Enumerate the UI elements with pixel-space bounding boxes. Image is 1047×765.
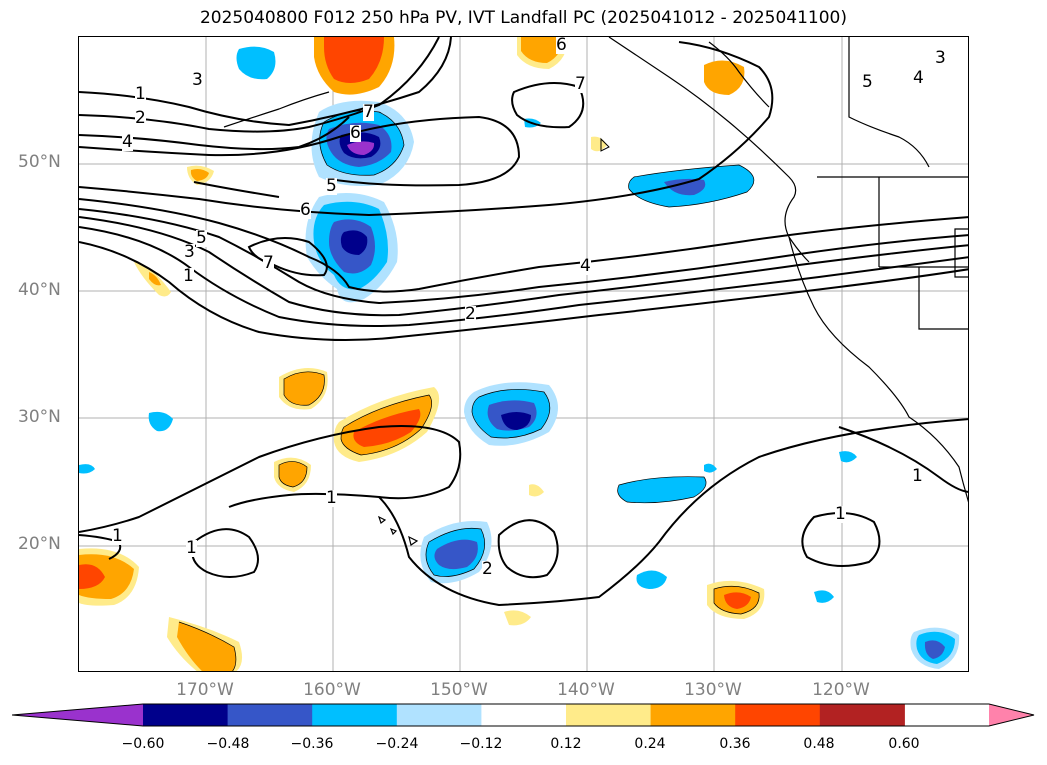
- contour-label: 2: [465, 304, 476, 324]
- contour-label: 7: [263, 253, 274, 273]
- contour-label: 6: [556, 35, 567, 55]
- map-plot: [79, 37, 968, 671]
- colorbar: [12, 703, 1035, 727]
- contour-label: 2: [135, 108, 146, 128]
- lat-label-20n: 20°N: [18, 534, 61, 554]
- contour-label: 1: [183, 266, 194, 286]
- lon-label-160w: 160°W: [303, 680, 361, 700]
- lon-label-140w: 140°W: [557, 680, 615, 700]
- colorbar-extend-low: [12, 704, 143, 726]
- colorbar-tick: 0.24: [634, 736, 666, 752]
- lat-label-40n: 40°N: [18, 280, 61, 300]
- contour-label: 5: [196, 228, 207, 248]
- contour-label: 3: [192, 70, 203, 90]
- colorbar-tick: −0.12: [459, 736, 503, 752]
- contour-label: 1: [186, 538, 197, 558]
- colorbar-segment: [819, 704, 905, 726]
- colorbar-segment: [481, 704, 567, 726]
- contour-label: 5: [862, 72, 873, 92]
- colorbar-segment: [566, 704, 652, 726]
- colorbar-extend-high: [989, 704, 1034, 726]
- colorbar-segment: [227, 704, 313, 726]
- colorbar-tick: 0.12: [550, 736, 582, 752]
- contour-label: 7: [363, 102, 374, 122]
- ivt-contours: [79, 37, 968, 607]
- pv-positive-shading: [79, 37, 765, 671]
- contour-label: 3: [935, 48, 946, 68]
- shading-outlines: [178, 110, 760, 671]
- colorbar-segments: [12, 704, 1034, 726]
- contour-label: 1: [112, 526, 123, 546]
- lon-label-120w: 120°W: [812, 680, 870, 700]
- contour-label: 1: [135, 84, 146, 104]
- contour-label: 2: [482, 559, 493, 579]
- map-frame: [78, 36, 969, 672]
- contour-label: 1: [912, 466, 923, 486]
- colorbar-tick: −0.60: [121, 736, 165, 752]
- contour-label: 4: [122, 132, 133, 152]
- colorbar-tick: −0.24: [375, 736, 419, 752]
- colorbar-segment: [650, 704, 736, 726]
- lat-label-50n: 50°N: [18, 152, 61, 172]
- contour-label: 1: [835, 504, 846, 524]
- colorbar-tick: −0.48: [206, 736, 250, 752]
- colorbar-segment: [312, 704, 398, 726]
- colorbar-tick: 0.36: [719, 736, 751, 752]
- contour-label: 6: [350, 123, 361, 143]
- contour-label: 5: [326, 176, 337, 196]
- colorbar-tick: 0.48: [803, 736, 835, 752]
- contour-label: 4: [580, 256, 591, 276]
- colorbar-segment: [143, 704, 229, 726]
- colorbar-segment: [396, 704, 482, 726]
- contour-label: 1: [326, 488, 337, 508]
- colorbar-segment: [735, 704, 821, 726]
- contour-label: 3: [184, 242, 195, 262]
- contour-label: 4: [913, 68, 924, 88]
- colorbar-tick: 0.60: [888, 736, 920, 752]
- colorbar-tick: −0.36: [290, 736, 334, 752]
- lon-label-130w: 130°W: [684, 680, 742, 700]
- lon-label-150w: 150°W: [430, 680, 488, 700]
- lon-label-170w: 170°W: [176, 680, 234, 700]
- map-title: 2025040800 F012 250 hPa PV, IVT Landfall…: [199, 8, 847, 28]
- lat-label-30n: 30°N: [18, 407, 61, 427]
- coastlines: [223, 37, 968, 546]
- contour-label: 6: [300, 200, 311, 220]
- contour-label: 7: [575, 74, 586, 94]
